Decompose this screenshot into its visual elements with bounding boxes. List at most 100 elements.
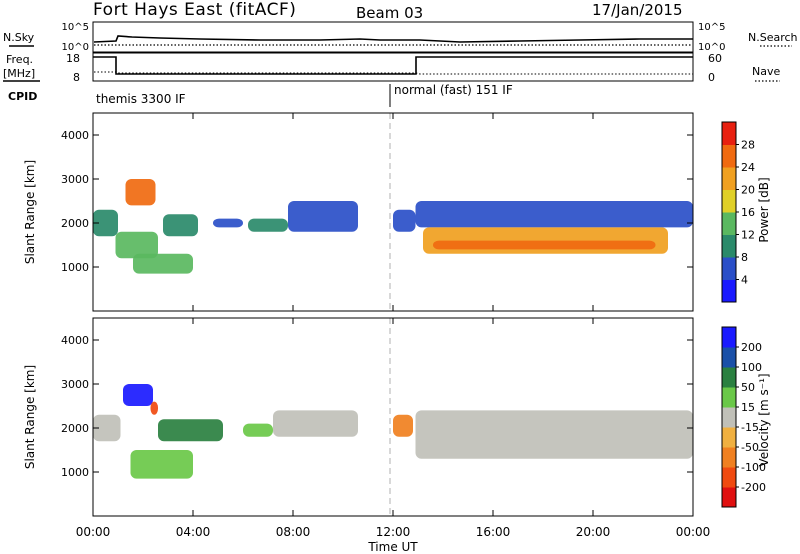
nsky-label: N.Sky (3, 31, 35, 44)
velocity-data-layer (93, 384, 693, 479)
velocity-colorbar-label-7: 200 (741, 341, 762, 354)
velocity-region-4 (158, 419, 223, 442)
power-colorbar-label-0: 4 (741, 274, 748, 287)
freq-tick-bottom: 8 (73, 71, 80, 84)
velocity-colorbar-swatch-1 (722, 467, 736, 488)
power-colorbar-label-2: 12 (741, 229, 755, 242)
velocity-colorbar-label: Velocity [m s⁻¹] (757, 373, 771, 466)
velocity-colorbar-label-3: -15 (741, 421, 759, 434)
date-label: 17/Jan/2015 (592, 1, 683, 19)
velocity-colorbar-swatch-0 (722, 487, 736, 508)
power-data-layer (93, 179, 693, 274)
freq-label: Freq. (6, 53, 33, 66)
velocity-colorbar-label-6: 100 (741, 361, 762, 374)
cpid-segment-1: themis 3300 IF (96, 92, 186, 106)
power-region-5 (213, 218, 243, 228)
velocity-region-1 (123, 384, 153, 406)
power-colorbar-swatch-2 (722, 234, 736, 258)
power-region-10 (423, 227, 668, 254)
xtick-label-0: 00:00 (76, 525, 111, 539)
velocity-yticks: 1000 2000 3000 4000 (61, 334, 693, 479)
velocity-colorbar-swatch-3 (722, 427, 736, 448)
freq-trace (93, 56, 693, 75)
x-axis: 00:00 04:00 08:00 12:00 16:00 20:00 00:00 (76, 113, 711, 539)
nsky-tick-top-right: 10^5 (698, 22, 725, 33)
velocity-colorbar-swatch-8 (722, 327, 736, 348)
velocity-colorbar-label-5: 50 (741, 381, 755, 394)
velocity-colorbar: -200 -100 -50 -15 15 50 100 200 (721, 326, 766, 508)
nsearch-label: N.Search (748, 31, 798, 44)
plot-title: Fort Hays East (fitACF) (93, 0, 296, 20)
velocity-colorbar-label-0: -200 (741, 481, 766, 494)
nave-trace (94, 71, 693, 75)
velocity-colorbar-swatch-2 (722, 447, 736, 468)
velocity-region-6 (273, 410, 358, 437)
velocity-ytick-label-3: 4000 (61, 334, 89, 347)
power-ytick-label-0: 1000 (61, 261, 89, 274)
power-colorbar-label-5: 24 (741, 161, 755, 174)
cpid-label: CPID (8, 90, 37, 103)
power-colorbar-label-1: 8 (741, 251, 748, 264)
power-region-9 (415, 201, 693, 228)
nave-label: Nave (752, 65, 780, 78)
nsky-strip-frame (92, 21, 694, 53)
xtick-label-3: 12:00 (376, 525, 411, 539)
velocity-colorbar-frame (721, 326, 737, 508)
power-region-3 (133, 253, 193, 274)
velocity-region-2 (150, 401, 158, 415)
power-region-2 (125, 179, 156, 206)
velocity-region-0 (93, 414, 121, 442)
freq-strip-frame (92, 52, 694, 82)
power-panel: 1000 2000 3000 4000 Slant Range [km] (23, 112, 694, 312)
power-region-8 (393, 209, 416, 232)
power-ylabel: Slant Range [km] (23, 160, 37, 264)
velocity-colorbar-swatch-7 (722, 347, 736, 368)
nsky-trace (93, 35, 693, 43)
power-region-11 (433, 240, 656, 250)
power-colorbar-label: Power [dB] (757, 177, 771, 242)
velocity-region-8 (415, 410, 693, 459)
velocity-colorbar-label-4: 15 (741, 401, 755, 414)
xtick-label-6: 00:00 (676, 525, 711, 539)
velocity-ytick-label-0: 1000 (61, 466, 89, 479)
power-colorbar-swatch-3 (722, 212, 736, 235)
velocity-region-3 (130, 450, 193, 479)
velocity-panel: 1000 2000 3000 4000 Slant Range [km] (23, 317, 694, 517)
power-ytick-label-3: 4000 (61, 129, 89, 142)
velocity-colorbar-label-2: -50 (741, 441, 759, 454)
velocity-colorbar-swatch-5 (722, 387, 736, 408)
power-region-0 (93, 209, 118, 237)
nsky-tick-bottom-right: 10^0 (698, 42, 725, 53)
power-colorbar-swatch-7 (722, 122, 736, 145)
velocity-region-7 (393, 414, 413, 437)
velocity-colorbar-swatch-6 (722, 367, 736, 388)
power-region-4 (163, 214, 198, 237)
power-colorbar-label-4: 20 (741, 184, 755, 197)
beam-label: Beam 03 (356, 4, 423, 22)
freq-unit-label: [MHz] (3, 67, 35, 80)
nsky-tick-bottom-left: 10^0 (62, 42, 89, 53)
nave-tick-top: 60 (708, 52, 722, 65)
velocity-region-5 (243, 423, 273, 437)
power-colorbar-label-6: 28 (741, 139, 755, 152)
power-colorbar-label-3: 16 (741, 206, 755, 219)
power-region-6 (248, 218, 288, 232)
power-colorbar: 4 8 12 16 20 24 28 (721, 121, 755, 303)
power-colorbar-swatch-0 (722, 279, 736, 303)
cpid-segment-2: normal (fast) 151 IF (394, 83, 513, 97)
power-region-1 (115, 231, 158, 259)
nsky-tick-top-left: 10^5 (62, 22, 89, 33)
x-axis-label: Time UT (367, 540, 418, 554)
xtick-label-5: 20:00 (576, 525, 611, 539)
velocity-ytick-label-2: 3000 (61, 378, 89, 391)
freq-tick-top: 18 (66, 52, 80, 65)
velocity-ylabel: Slant Range [km] (23, 365, 37, 469)
power-colorbar-swatch-6 (722, 144, 736, 168)
velocity-ytick-label-1: 2000 (61, 422, 89, 435)
power-ytick-label-1: 2000 (61, 217, 89, 230)
power-ytick-label-2: 3000 (61, 173, 89, 186)
xtick-label-2: 08:00 (276, 525, 311, 539)
power-region-7 (288, 201, 358, 232)
velocity-colorbar-label-1: -100 (741, 461, 766, 474)
